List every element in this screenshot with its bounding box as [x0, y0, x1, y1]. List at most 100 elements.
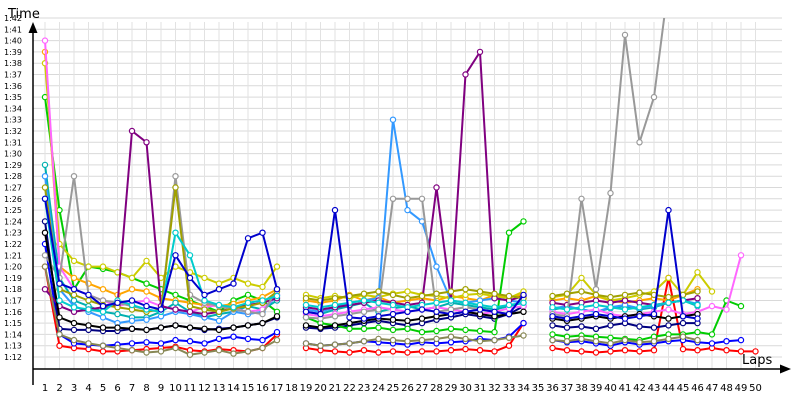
data-point	[679, 319, 687, 327]
data-point	[447, 347, 455, 354]
y-tick-label: 1:27	[4, 184, 22, 193]
data-point	[404, 195, 411, 202]
x-tick-label: 18	[285, 383, 298, 394]
data-point	[694, 336, 701, 344]
y-tick-label: 1:14	[4, 330, 22, 339]
data-point	[143, 326, 150, 334]
data-point	[592, 325, 600, 332]
data-point	[302, 314, 310, 321]
data-point	[433, 308, 440, 315]
data-point	[389, 301, 397, 309]
data-point	[244, 308, 252, 315]
series-5	[41, 48, 701, 310]
data-point	[244, 348, 252, 355]
data-point	[360, 308, 368, 315]
x-tick-label: 13	[213, 383, 226, 394]
data-point	[85, 306, 92, 313]
x-tick-label: 16	[256, 383, 269, 394]
data-point	[389, 348, 397, 355]
data-point	[172, 336, 179, 344]
x-tick-label: 7	[129, 383, 135, 394]
data-point	[447, 288, 455, 295]
data-point	[85, 263, 92, 270]
data-point	[462, 345, 469, 353]
data-point	[331, 295, 339, 302]
data-point	[549, 336, 556, 344]
data-point	[578, 313, 585, 320]
y-tick-label: 1:15	[4, 319, 22, 328]
data-point	[99, 302, 107, 310]
data-point	[621, 31, 629, 39]
data-point	[215, 335, 223, 343]
data-point	[331, 322, 339, 329]
data-point	[389, 310, 397, 318]
data-point	[708, 288, 716, 295]
series-line	[305, 50, 524, 311]
data-point	[476, 306, 484, 313]
data-point	[41, 263, 49, 270]
data-point	[128, 297, 136, 304]
data-point	[273, 336, 281, 344]
data-point	[476, 347, 484, 354]
y-axis-title: Time	[7, 7, 40, 22]
x-tick-label: 32	[488, 383, 501, 394]
data-point	[389, 116, 397, 123]
data-point	[186, 351, 194, 358]
x-tick-label: 2	[56, 383, 62, 394]
data-point	[128, 317, 136, 324]
data-point	[462, 335, 469, 343]
series-line	[552, 271, 713, 302]
data-point	[737, 302, 745, 310]
data-point	[273, 263, 281, 270]
data-point	[114, 344, 121, 352]
data-point	[491, 336, 498, 344]
data-point	[563, 347, 571, 354]
data-point	[549, 331, 556, 338]
data-point	[41, 218, 49, 225]
data-point	[665, 306, 672, 313]
data-point	[607, 348, 614, 355]
data-point	[433, 335, 440, 343]
data-point	[70, 291, 78, 299]
data-point	[172, 291, 179, 299]
data-point	[172, 344, 179, 352]
data-point	[259, 229, 266, 236]
data-point	[578, 348, 585, 355]
data-point	[491, 348, 498, 355]
data-point	[607, 293, 614, 301]
data-point	[665, 274, 672, 282]
y-tick-label: 1:29	[4, 161, 22, 170]
data-point	[128, 127, 136, 135]
data-point	[331, 348, 339, 355]
data-point	[520, 218, 527, 225]
x-tick-label: 39	[590, 383, 603, 394]
data-point	[505, 301, 513, 309]
y-tick-labels: 1:12 1:13 1:14 1:15 1:16 1:17 1:18 1:19 1:20 1:21…	[4, 14, 22, 362]
data-point	[201, 325, 208, 332]
data-point	[447, 310, 455, 318]
data-point	[723, 347, 730, 354]
data-point	[259, 310, 266, 318]
data-point	[650, 324, 658, 331]
data-point	[302, 308, 310, 315]
x-tick-label: 23	[358, 383, 371, 394]
axes	[28, 22, 791, 385]
x-tick-label: 11	[184, 383, 197, 394]
x-tick-label: 45	[677, 383, 690, 394]
data-point	[708, 302, 716, 310]
data-point	[114, 299, 121, 306]
data-point	[462, 286, 469, 293]
data-point	[244, 235, 252, 242]
data-point	[447, 333, 455, 340]
data-point	[418, 292, 426, 300]
data-point	[128, 325, 136, 332]
data-point	[172, 306, 179, 313]
data-point	[56, 314, 63, 321]
data-point	[230, 333, 237, 340]
data-point	[56, 297, 63, 304]
data-point	[302, 295, 310, 302]
data-point	[273, 286, 281, 293]
data-point	[70, 274, 78, 282]
data-point	[563, 324, 571, 331]
x-tick-label: 38	[575, 383, 588, 394]
